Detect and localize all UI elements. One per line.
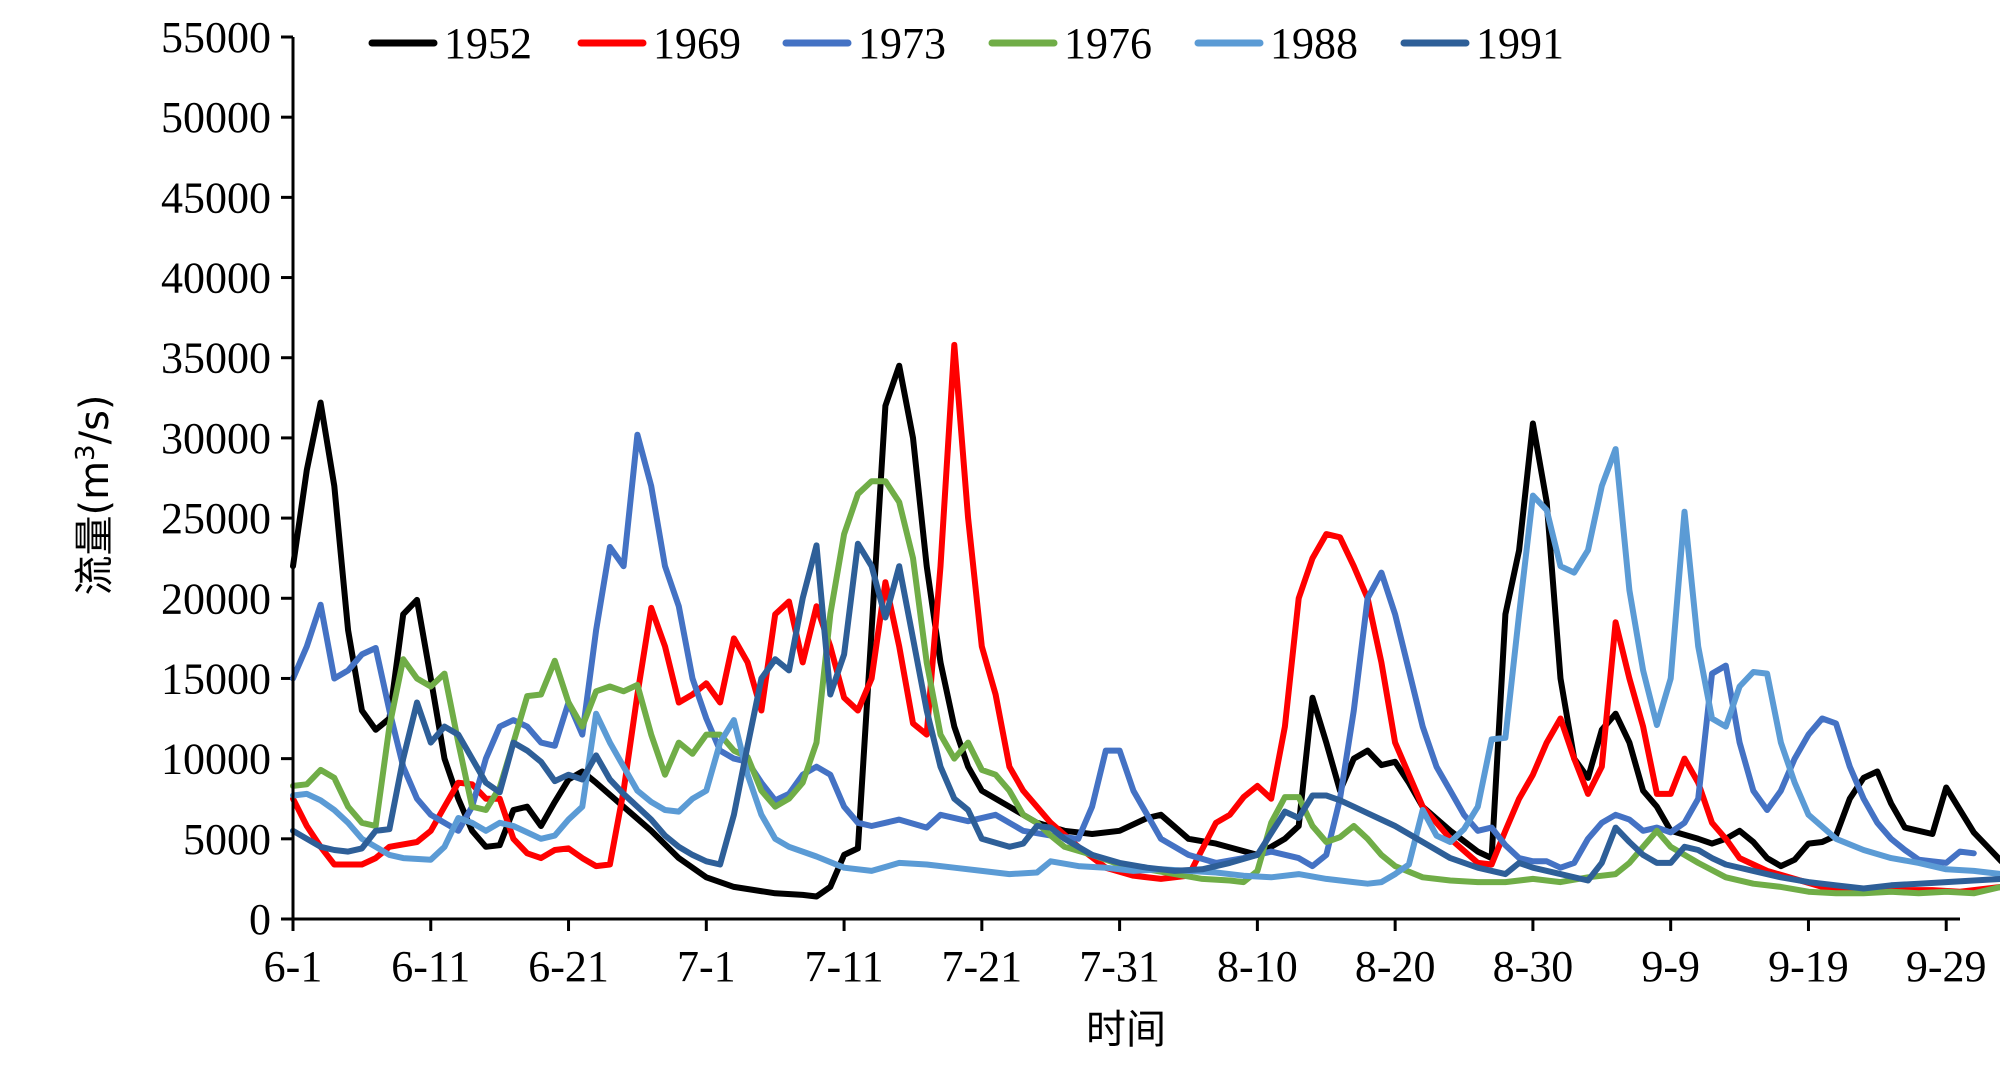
x-tick-label: 7-31 [1079,942,1160,991]
x-axis-title: 时间 [1086,1007,1166,1053]
x-axis-ticks: 6-1 6-11 6-21 7-1 7-11 7-21 7-31 8-10 8-20 8-30 9-… [264,919,1987,991]
y-tick-label: 20000 [161,574,271,623]
y-axis-ticks: 0 5000 10000 15000 20000 25000 30000 35000 40000… [161,13,293,944]
legend-label-1988: 1988 [1270,19,1358,68]
y-tick-label: 40000 [161,254,271,303]
legend-label-1976: 1976 [1064,19,1152,68]
series-line-1988 [290,446,2000,887]
series-line-1991 [290,540,2000,892]
y-tick-label: 0 [249,895,271,944]
y-tick-label: 30000 [161,414,271,463]
legend: 1952 1969 1973 1976 1988 1991 [368,19,1564,68]
y-tick-label: 15000 [161,654,271,703]
x-tick-label: 7-11 [805,942,884,991]
y-axis-title-main: 流量 [72,516,118,596]
series-line-1973 [290,431,1977,871]
y-tick-label: 45000 [161,173,271,222]
series-line-1976 [290,478,2000,897]
y-tick-label: 55000 [161,13,271,62]
legend-label-1969: 1969 [653,19,741,68]
y-axis-title-unit: (m [72,461,118,516]
legend-label-1973: 1973 [858,19,946,68]
x-tick-label: 6-21 [528,942,609,991]
legend-label-1952: 1952 [444,19,532,68]
x-tick-label: 7-1 [677,942,736,991]
x-tick-label: 9-19 [1768,942,1849,991]
plot-area [290,341,2000,900]
x-tick-label: 8-30 [1493,942,1574,991]
y-tick-label: 5000 [183,815,271,864]
y-axis-title-unit-sup: 3 [71,444,101,461]
x-tick-label: 6-1 [264,942,323,991]
x-tick-label: 8-10 [1217,942,1298,991]
y-tick-label: 35000 [161,334,271,383]
y-tick-label: 10000 [161,735,271,784]
x-tick-label: 7-21 [942,942,1023,991]
x-tick-label: 6-11 [391,942,470,991]
series-line-1969 [290,341,2000,895]
legend-label-1991: 1991 [1476,19,1564,68]
y-tick-label: 25000 [161,494,271,543]
y-axis-title: 流量(m3/s) [71,394,118,595]
x-tick-label: 9-9 [1641,942,1700,991]
y-axis-title-unit-suffix: /s) [72,394,118,444]
x-tick-label: 9-29 [1906,942,1987,991]
x-tick-label: 8-20 [1355,942,1436,991]
y-tick-label: 50000 [161,93,271,142]
series-line-1952 [290,362,2000,900]
